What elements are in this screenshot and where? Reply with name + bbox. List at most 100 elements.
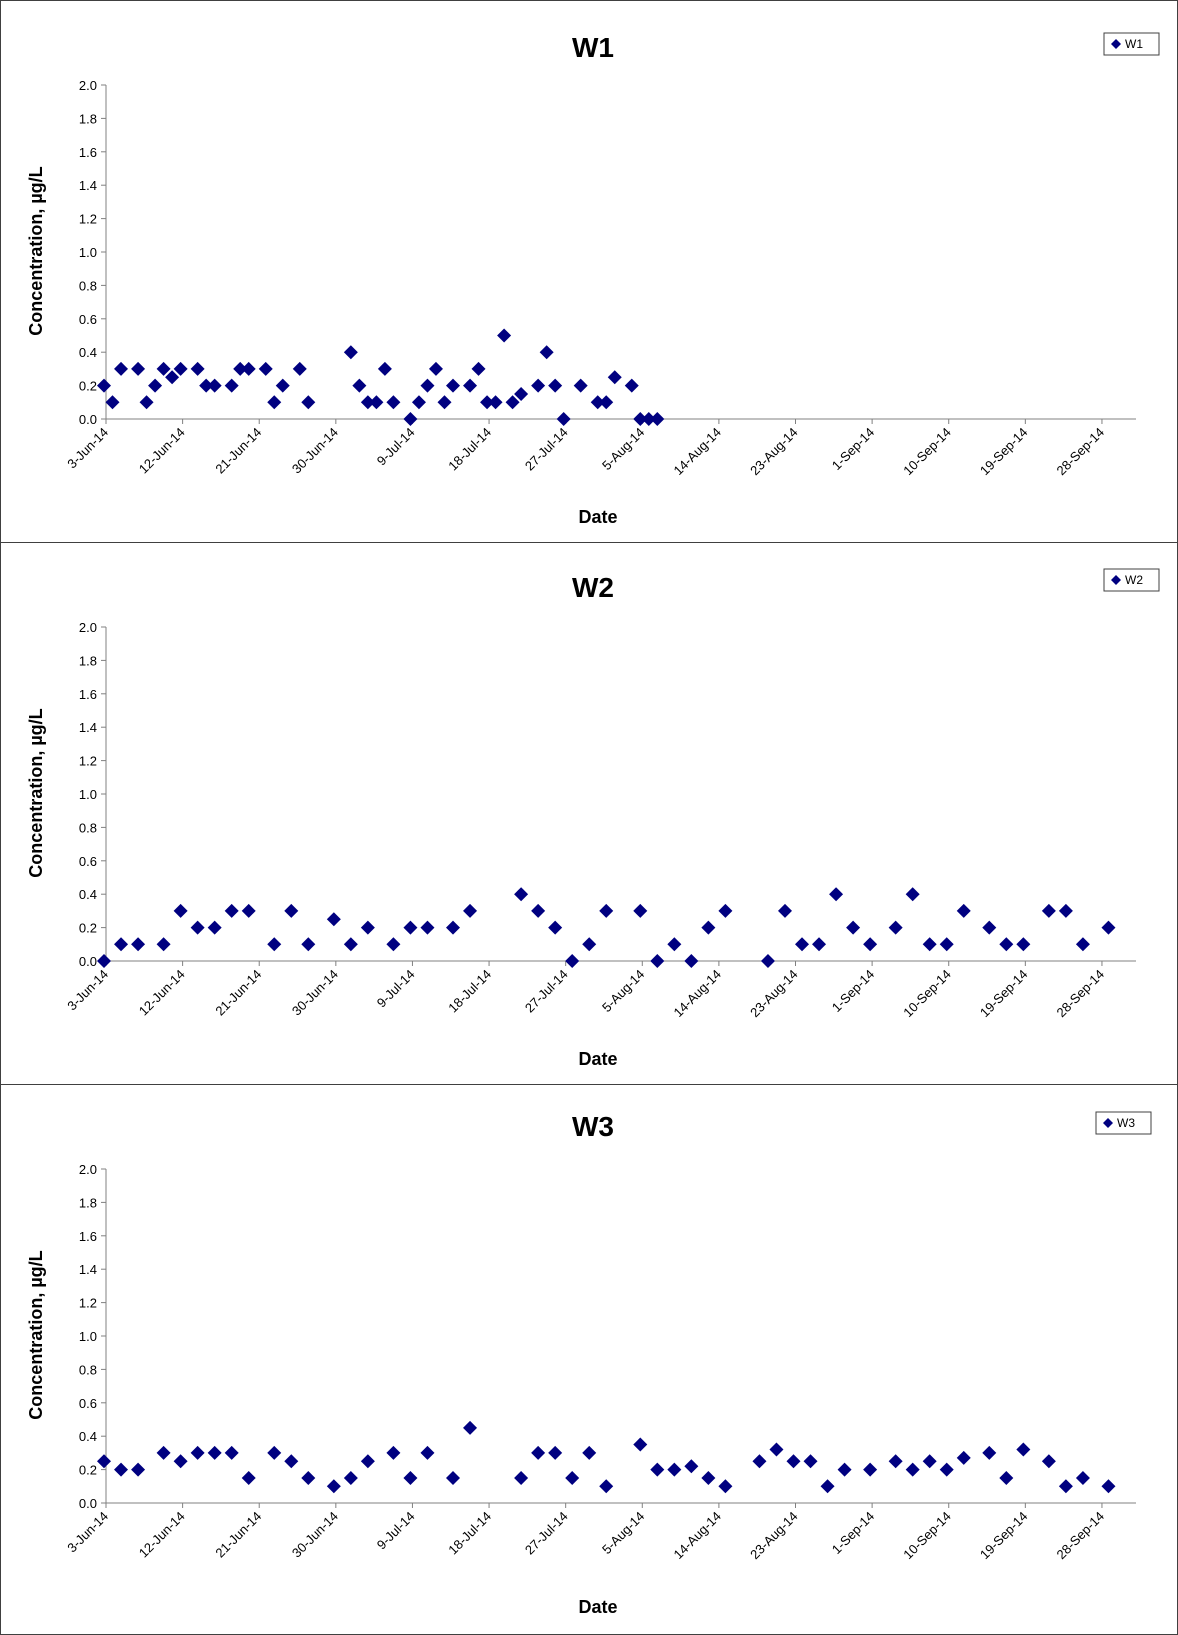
x-tick-label: 28-Sep-14 (1054, 967, 1108, 1021)
data-point (1016, 1442, 1031, 1457)
x-tick-label: 18-Jul-14 (445, 967, 494, 1016)
y-tick-label: 2.0 (79, 1162, 97, 1177)
data-point (982, 1445, 997, 1460)
data-point (267, 937, 282, 952)
x-tick-label: 21-Jun-14 (212, 1509, 264, 1561)
x-tick-label: 5-Aug-14 (599, 425, 647, 473)
data-point (241, 903, 256, 918)
data-point (258, 361, 273, 376)
x-tick-label: 5-Aug-14 (599, 967, 647, 1015)
chart-title: W2 (572, 572, 614, 603)
data-point (769, 1442, 784, 1457)
y-tick-label: 0.8 (79, 1362, 97, 1377)
data-point (275, 378, 290, 393)
data-point (156, 937, 171, 952)
data-point (97, 954, 111, 968)
data-point (548, 378, 563, 393)
data-point (1058, 1479, 1073, 1494)
data-point (114, 361, 129, 376)
data-point (837, 1462, 852, 1477)
y-tick-label: 1.4 (79, 178, 97, 193)
x-tick-label: 10-Sep-14 (900, 967, 954, 1021)
data-point (1058, 903, 1073, 918)
data-point (156, 1445, 171, 1460)
data-point (1101, 1479, 1116, 1494)
data-point (846, 920, 861, 935)
legend-box (1103, 568, 1160, 592)
data-point (267, 1445, 282, 1460)
data-point (820, 1479, 835, 1494)
x-tick-label: 9-Jul-14 (374, 967, 418, 1011)
x-tick-label: 28-Sep-14 (1054, 425, 1108, 479)
data-point (1101, 920, 1116, 935)
data-point (701, 1470, 716, 1485)
data-point (97, 1454, 111, 1469)
data-point (684, 954, 699, 968)
x-tick-label: 28-Sep-14 (1054, 1509, 1108, 1563)
data-point (999, 1470, 1014, 1485)
data-point (1041, 903, 1056, 918)
data-point (803, 1454, 818, 1469)
data-point (199, 378, 214, 393)
data-point (105, 395, 120, 410)
y-tick-label: 1.4 (79, 1262, 97, 1277)
legend-box (1095, 1111, 1152, 1135)
y-axis-label: Concentration, µg/L (26, 1250, 46, 1419)
data-point (420, 1445, 435, 1460)
legend-label: W3 (1117, 1116, 1135, 1130)
data-point (829, 887, 844, 902)
x-tick-label: 1-Sep-14 (829, 425, 877, 473)
data-point (582, 937, 597, 952)
legend-marker (1111, 39, 1121, 49)
data-point (599, 395, 614, 410)
data-point (633, 412, 648, 426)
data-point (1016, 937, 1031, 952)
data-point (922, 1454, 937, 1469)
x-tick-label: 19-Sep-14 (977, 425, 1031, 479)
x-tick-label: 1-Sep-14 (829, 1509, 877, 1557)
data-point (471, 361, 486, 376)
y-tick-label: 1.2 (79, 1296, 97, 1311)
data-point (548, 1445, 563, 1460)
data-point (386, 937, 401, 952)
data-point (556, 412, 571, 426)
legend: W3 (1095, 1111, 1152, 1135)
data-point (480, 395, 495, 410)
x-tick-label: 9-Jul-14 (374, 425, 418, 469)
x-tick-label: 12-Jun-14 (136, 425, 188, 477)
data-point (343, 345, 358, 360)
x-tick-label: 1-Sep-14 (829, 967, 877, 1015)
y-tick-label: 1.0 (79, 245, 97, 260)
x-tick-label: 10-Sep-14 (900, 1509, 954, 1563)
data-point (173, 903, 188, 918)
data-point (497, 328, 512, 343)
data-point (812, 937, 827, 952)
y-tick-label: 0.6 (79, 312, 97, 327)
x-tick-label: 30-Jun-14 (289, 425, 341, 477)
x-tick-label: 3-Jun-14 (64, 425, 111, 472)
x-tick-label: 19-Sep-14 (977, 1509, 1031, 1563)
x-tick-label: 12-Jun-14 (136, 1509, 188, 1561)
y-tick-label: 1.6 (79, 687, 97, 702)
data-point (650, 1462, 665, 1477)
data-point (139, 395, 154, 410)
data-point (190, 920, 205, 935)
data-point (939, 1462, 954, 1477)
chart-title: W3 (572, 1111, 614, 1142)
data-point (284, 903, 299, 918)
legend-marker (1111, 575, 1121, 585)
data-point (718, 1479, 733, 1494)
y-tick-label: 0.4 (79, 345, 97, 360)
data-point (131, 361, 146, 376)
y-tick-label: 0.2 (79, 379, 97, 394)
y-tick-label: 1.8 (79, 653, 97, 668)
data-point (241, 1470, 256, 1485)
data-point (633, 1437, 648, 1452)
legend-box (1103, 32, 1160, 56)
data-point (488, 395, 503, 410)
data-point (420, 378, 435, 393)
y-tick-label: 0.2 (79, 921, 97, 936)
data-point (301, 1470, 316, 1485)
data-point (131, 1462, 146, 1477)
data-point (224, 1445, 239, 1460)
